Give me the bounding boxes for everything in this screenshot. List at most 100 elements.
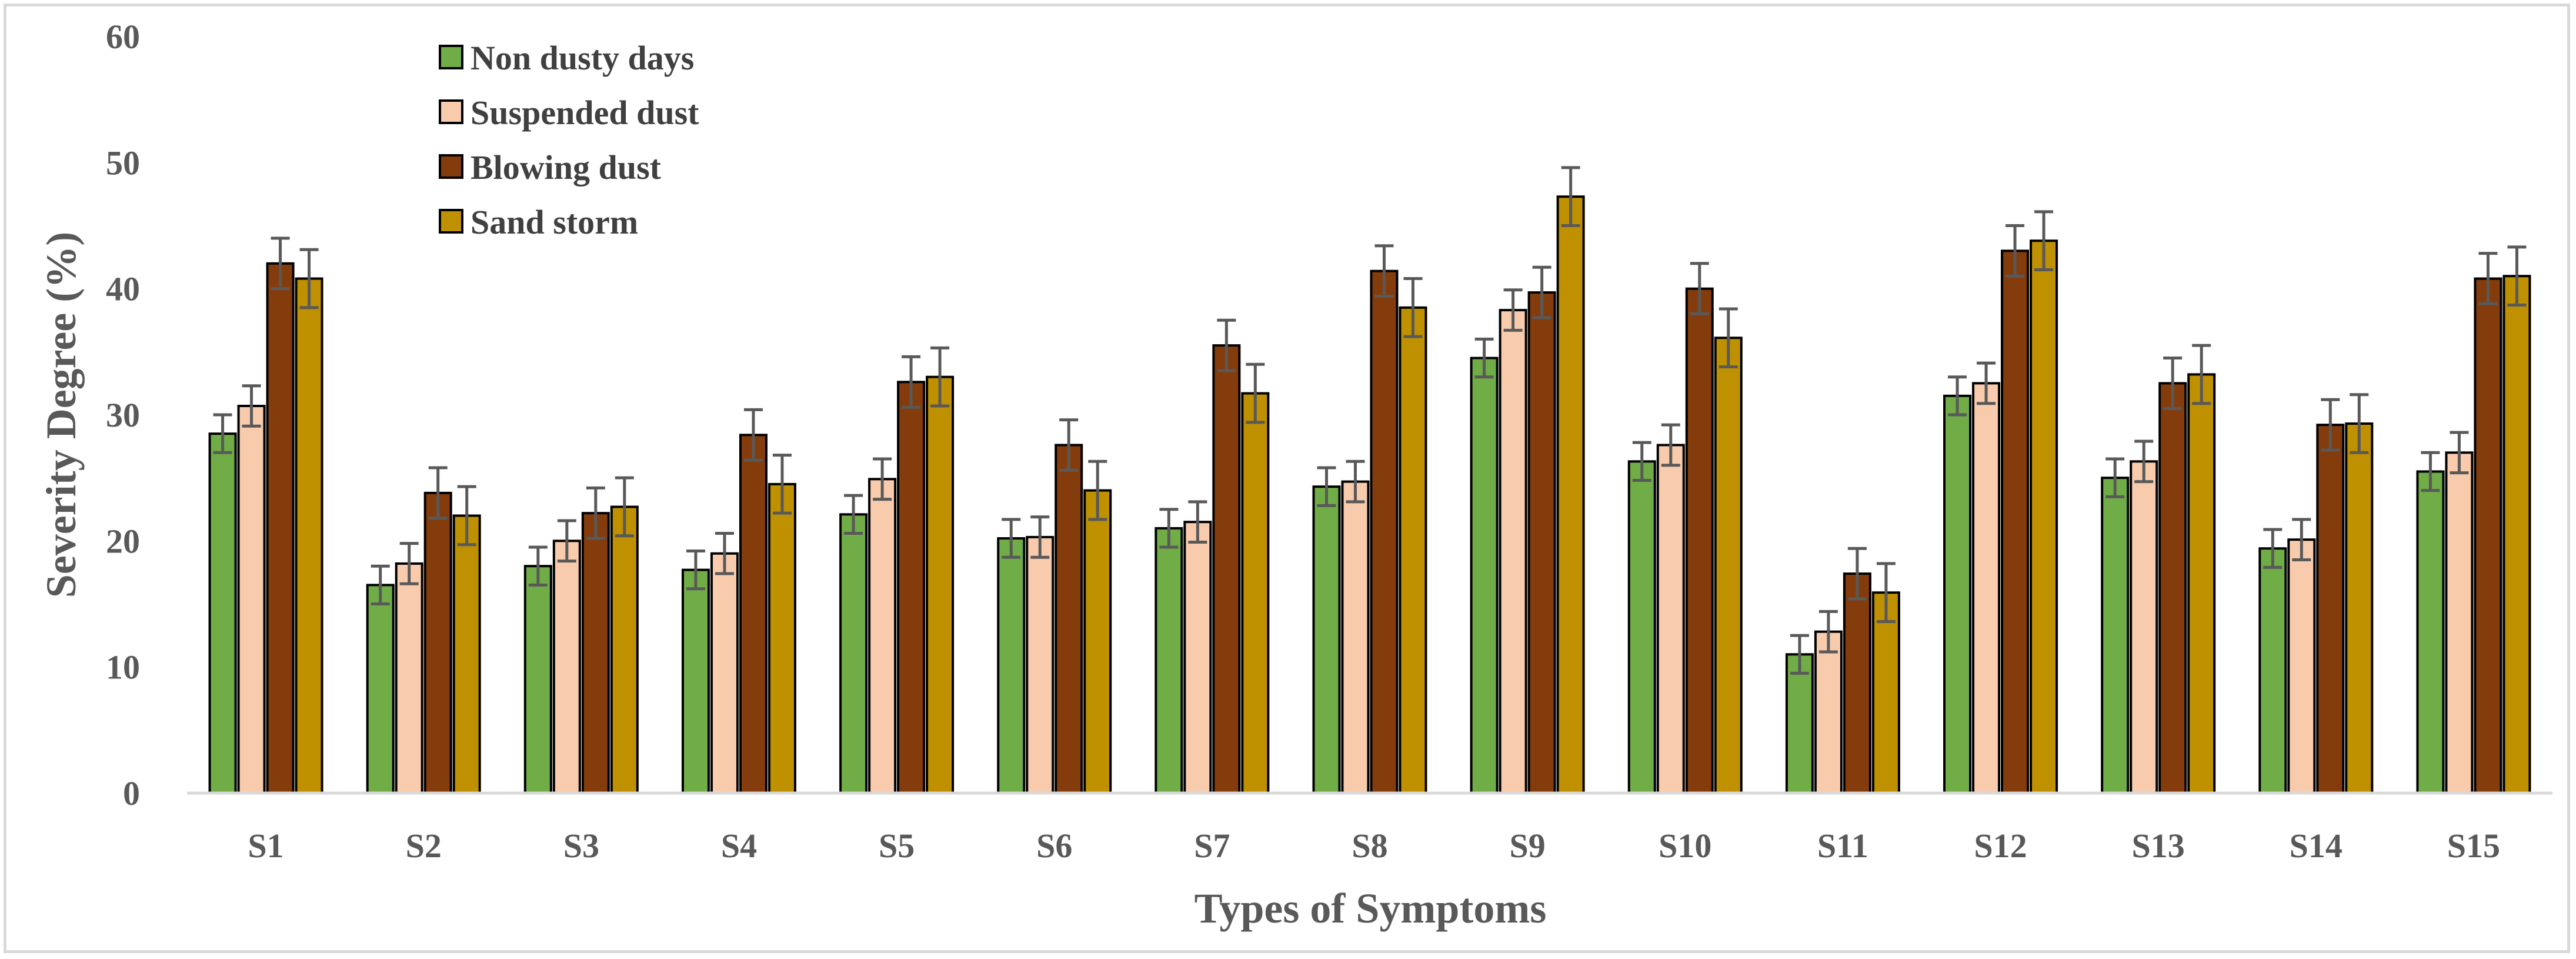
bar-s11-series-1 bbox=[1785, 653, 1814, 794]
bar-s4-series-2 bbox=[710, 552, 739, 794]
bar-s13-series-4 bbox=[2187, 373, 2216, 794]
bar-s4-series-4 bbox=[768, 482, 796, 794]
error-bar-s14-series-2 bbox=[2292, 518, 2311, 561]
x-tick-label-s12: S12 bbox=[1974, 827, 2027, 865]
error-bar-s7-series-3 bbox=[1217, 318, 1236, 372]
error-bar-s8-series-4 bbox=[1403, 277, 1423, 338]
x-tick-label-s13: S13 bbox=[2132, 827, 2185, 865]
legend-item-series-2: Suspended dust bbox=[439, 94, 699, 132]
error-bar-s9-series-4 bbox=[1561, 166, 1580, 227]
error-bar-s10-series-2 bbox=[1661, 423, 1680, 467]
error-bar-s3-series-3 bbox=[586, 486, 605, 540]
y-tick-label: 10 bbox=[106, 648, 140, 687]
legend-item-series-3: Blowing dust bbox=[439, 148, 662, 187]
y-axis-ticks: 0 10 20 30 40 50 60 bbox=[106, 18, 140, 813]
y-tick-label: 40 bbox=[106, 270, 140, 308]
bar-s8-series-2 bbox=[1341, 480, 1370, 794]
bar-s6-series-4 bbox=[1083, 489, 1112, 794]
bar-s13-series-1 bbox=[2101, 477, 2130, 794]
error-bar-s10-series-1 bbox=[1632, 441, 1651, 482]
bar-s2-series-3 bbox=[423, 491, 452, 794]
error-bar-s8-series-3 bbox=[1374, 244, 1394, 298]
bar-s8-series-4 bbox=[1399, 306, 1427, 794]
bar-s15-series-2 bbox=[2445, 451, 2474, 794]
error-bar-s15-series-2 bbox=[2450, 431, 2469, 475]
x-tick-label-s5: S5 bbox=[879, 827, 915, 865]
error-bars-layer bbox=[213, 166, 2527, 675]
x-tick-label-s14: S14 bbox=[2290, 827, 2343, 865]
bar-s12-series-2 bbox=[1972, 382, 2001, 794]
error-bar-s13-series-4 bbox=[2192, 344, 2211, 405]
error-bar-s2-series-2 bbox=[399, 542, 419, 585]
x-tick-label-s10: S10 bbox=[1659, 827, 1711, 865]
bar-s10-series-4 bbox=[1714, 337, 1743, 794]
error-bar-s12-series-2 bbox=[1977, 361, 1996, 405]
bar-s1-series-3 bbox=[266, 262, 295, 794]
x-tick-label-s1: S1 bbox=[248, 827, 283, 865]
error-bar-s2-series-4 bbox=[457, 485, 476, 547]
error-bar-s14-series-4 bbox=[2350, 393, 2369, 454]
bar-s2-series-4 bbox=[452, 514, 481, 794]
bar-s10-series-2 bbox=[1656, 444, 1685, 794]
bar-s14-series-3 bbox=[2316, 424, 2345, 794]
bar-s13-series-3 bbox=[2158, 382, 2187, 794]
bar-s15-series-1 bbox=[2416, 470, 2445, 794]
error-bar-s13-series-1 bbox=[2105, 457, 2125, 498]
error-bar-s10-series-3 bbox=[1690, 262, 1709, 316]
bar-s6-series-1 bbox=[997, 537, 1026, 795]
legend-label: Suspended dust bbox=[471, 94, 699, 132]
bars-layer bbox=[208, 195, 2531, 795]
legend-swatch bbox=[439, 154, 463, 179]
error-bar-s13-series-2 bbox=[2134, 439, 2154, 484]
error-bar-s11-series-2 bbox=[1818, 610, 1838, 654]
x-tick-label-s4: S4 bbox=[721, 827, 757, 865]
error-bar-s14-series-1 bbox=[2263, 528, 2283, 569]
bar-s3-series-4 bbox=[610, 505, 639, 794]
error-bar-s1-series-2 bbox=[242, 384, 261, 428]
error-bar-s11-series-3 bbox=[1847, 547, 1867, 601]
bar-s8-series-1 bbox=[1312, 485, 1341, 794]
bar-s7-series-4 bbox=[1241, 392, 1270, 794]
y-tick-label: 20 bbox=[106, 522, 140, 560]
error-bar-s8-series-2 bbox=[1346, 459, 1365, 504]
error-bar-s15-series-1 bbox=[2421, 451, 2440, 492]
bar-s7-series-3 bbox=[1212, 344, 1241, 794]
bar-s12-series-4 bbox=[2030, 239, 2058, 795]
error-bar-s8-series-1 bbox=[1317, 466, 1336, 507]
bar-s12-series-1 bbox=[1943, 394, 1972, 794]
bar-s1-series-4 bbox=[295, 277, 323, 794]
error-bar-s1-series-4 bbox=[299, 248, 319, 309]
bar-s1-series-2 bbox=[237, 404, 266, 794]
error-bar-s5-series-3 bbox=[902, 355, 921, 409]
error-bar-s5-series-4 bbox=[930, 346, 950, 408]
x-axis-title: Types of Symptoms bbox=[1194, 885, 1547, 932]
y-axis-title: Severity Degree (%) bbox=[38, 232, 85, 598]
bar-s2-series-1 bbox=[366, 584, 395, 794]
bar-s1-series-1 bbox=[208, 432, 237, 794]
bar-s14-series-4 bbox=[2345, 422, 2374, 794]
bar-s4-series-3 bbox=[739, 434, 768, 794]
error-bar-s9-series-2 bbox=[1503, 288, 1523, 332]
bar-s5-series-3 bbox=[897, 381, 926, 794]
bar-s6-series-2 bbox=[1026, 535, 1055, 794]
x-tick-label-s11: S11 bbox=[1817, 827, 1868, 865]
bar-s5-series-4 bbox=[926, 375, 955, 794]
bar-s12-series-3 bbox=[2001, 249, 2030, 795]
bar-s10-series-3 bbox=[1685, 287, 1714, 794]
error-bar-s15-series-3 bbox=[2478, 252, 2498, 305]
error-bar-s1-series-3 bbox=[271, 237, 290, 291]
x-tick-label-s2: S2 bbox=[406, 827, 442, 865]
x-tick-label-s3: S3 bbox=[563, 827, 599, 865]
x-tick-label-s7: S7 bbox=[1194, 827, 1230, 865]
legend-label: Non dusty days bbox=[471, 39, 694, 77]
bar-s7-series-2 bbox=[1183, 521, 1212, 795]
legend-item-series-1: Non dusty days bbox=[439, 39, 694, 77]
error-bar-s3-series-1 bbox=[528, 545, 548, 587]
bar-s7-series-1 bbox=[1154, 527, 1183, 795]
bar-s9-series-2 bbox=[1499, 309, 1527, 794]
error-bar-s9-series-3 bbox=[1532, 265, 1551, 319]
y-tick-label: 60 bbox=[106, 18, 140, 56]
legend-swatch bbox=[439, 99, 463, 124]
bar-s3-series-2 bbox=[552, 540, 581, 794]
